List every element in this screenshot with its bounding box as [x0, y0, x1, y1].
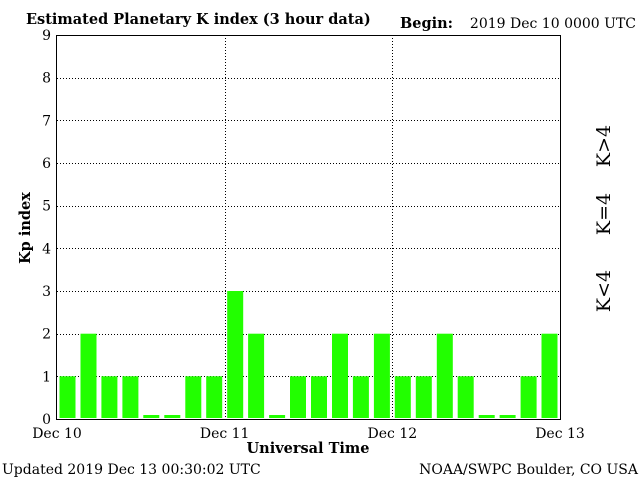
y-tick-label: 1: [42, 369, 51, 385]
x-tick-label: Dec 10: [32, 426, 82, 442]
y-tick-label: 7: [42, 113, 51, 129]
plot-frame: [56, 35, 561, 420]
begin-label: Begin:: [400, 15, 453, 32]
kp-bar: [101, 376, 118, 418]
legend-k-less-4: K<4: [593, 270, 615, 312]
x-tick-label: Dec 11: [200, 426, 250, 442]
kp-bar: [332, 333, 348, 418]
x-tick-label: Dec 13: [535, 426, 585, 442]
bars: [59, 291, 558, 418]
kp-bar: [248, 333, 265, 418]
updated-timestamp: Updated 2019 Dec 13 00:30:02 UTC: [2, 462, 261, 478]
legend-k-equal-4: K=4: [593, 193, 615, 235]
y-tick-label: 8: [42, 71, 51, 87]
kp-bar: [373, 333, 390, 418]
grid-lines: [57, 35, 560, 419]
source-credit: NOAA/SWPC Boulder, CO USA: [419, 462, 639, 478]
x-axis-label: Universal Time: [247, 440, 370, 457]
y-tick-label: 3: [42, 284, 51, 300]
kp-bar: [122, 376, 139, 418]
kp-bar: [143, 415, 160, 418]
kp-bar: [394, 376, 411, 418]
kp-bar: [206, 376, 223, 418]
kp-bar: [290, 376, 306, 418]
y-tick-label: 0: [42, 412, 51, 428]
kp-bar: [478, 415, 495, 418]
kp-bar: [59, 376, 76, 418]
kp-bar: [520, 376, 537, 418]
kp-bar: [164, 415, 181, 418]
kp-bar: [185, 376, 202, 418]
y-axis-label: Kp index: [17, 192, 34, 264]
begin-value: 2019 Dec 10 0000 UTC: [470, 16, 636, 32]
y-tick-label: 6: [42, 156, 51, 172]
kp-bar: [269, 415, 286, 418]
y-tick-label: 2: [42, 327, 51, 343]
kp-bar: [457, 376, 474, 418]
kp-bar: [415, 376, 432, 418]
kp-bar: [311, 376, 327, 418]
x-tick-labels: Dec 10 Dec 11 Dec 12 Dec 13: [32, 426, 585, 442]
x-tick-label: Dec 12: [368, 426, 418, 442]
y-tick-label: 9: [42, 28, 51, 44]
kp-bar: [436, 333, 453, 418]
y-tick-labels: 0 1 2 3 4 5 6 7 8 9: [42, 28, 51, 428]
legend-k-greater-4: K>4: [593, 125, 615, 167]
kp-bar: [80, 333, 97, 418]
chart-title: Estimated Planetary K index (3 hour data…: [26, 11, 371, 28]
kp-bar: [352, 376, 369, 418]
y-tick-label: 5: [42, 199, 51, 215]
kp-bar: [227, 291, 244, 418]
kp-bar: [499, 415, 516, 418]
y-tick-label: 4: [42, 241, 51, 257]
kp-bar: [541, 333, 558, 418]
